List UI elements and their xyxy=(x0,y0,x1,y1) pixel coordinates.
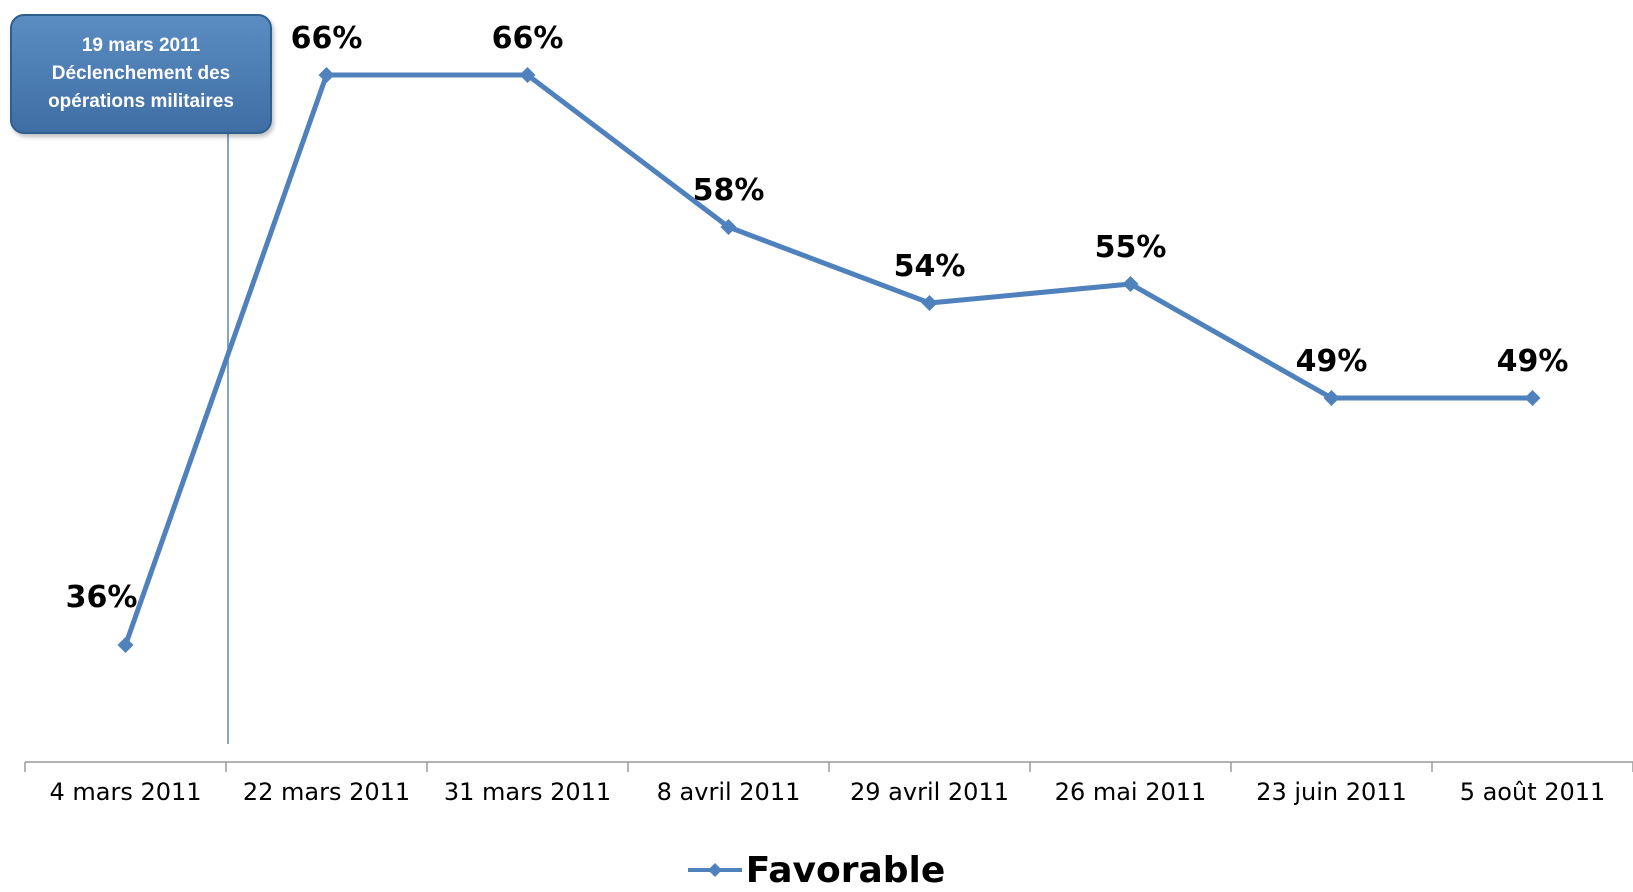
x-tick-label: 26 mai 2011 xyxy=(1055,778,1207,806)
legend-label: Favorable xyxy=(745,849,946,891)
data-label: 58% xyxy=(693,173,765,208)
data-label: 55% xyxy=(1095,230,1167,265)
x-tick-label: 31 mars 2011 xyxy=(444,778,611,806)
data-point-marker xyxy=(519,67,536,83)
x-tick-label: 23 juin 2011 xyxy=(1256,778,1407,806)
data-label: 49% xyxy=(1497,344,1569,379)
x-tick-label: 29 avril 2011 xyxy=(850,778,1009,806)
legend: Favorable xyxy=(0,848,1633,892)
data-label: 36% xyxy=(66,580,138,615)
data-point-marker xyxy=(1122,276,1139,292)
x-tick-label: 8 avril 2011 xyxy=(657,778,801,806)
data-point-marker xyxy=(921,295,938,311)
x-tick-label: 5 août 2011 xyxy=(1460,778,1606,806)
series-line-favorable xyxy=(123,72,1533,646)
event-callout: 19 mars 2011 Déclenchement des opération… xyxy=(10,14,272,134)
x-tick-label: 22 mars 2011 xyxy=(243,778,410,806)
callout-line-2: opérations militaires xyxy=(48,91,234,112)
data-label: 49% xyxy=(1296,344,1368,379)
data-point-marker xyxy=(1323,390,1340,406)
callout-date: 19 mars 2011 xyxy=(81,35,201,56)
data-label: 66% xyxy=(291,21,363,56)
data-point-marker xyxy=(117,637,134,653)
legend-line-diamond-icon xyxy=(687,863,742,877)
data-label: 66% xyxy=(492,21,564,56)
callout-line-1: Déclenchement des xyxy=(51,63,231,84)
data-point-marker xyxy=(1524,390,1541,406)
data-label: 54% xyxy=(894,249,966,284)
x-tick-label: 4 mars 2011 xyxy=(49,778,201,806)
data-point-marker xyxy=(318,67,335,83)
data-point-marker xyxy=(720,219,737,235)
